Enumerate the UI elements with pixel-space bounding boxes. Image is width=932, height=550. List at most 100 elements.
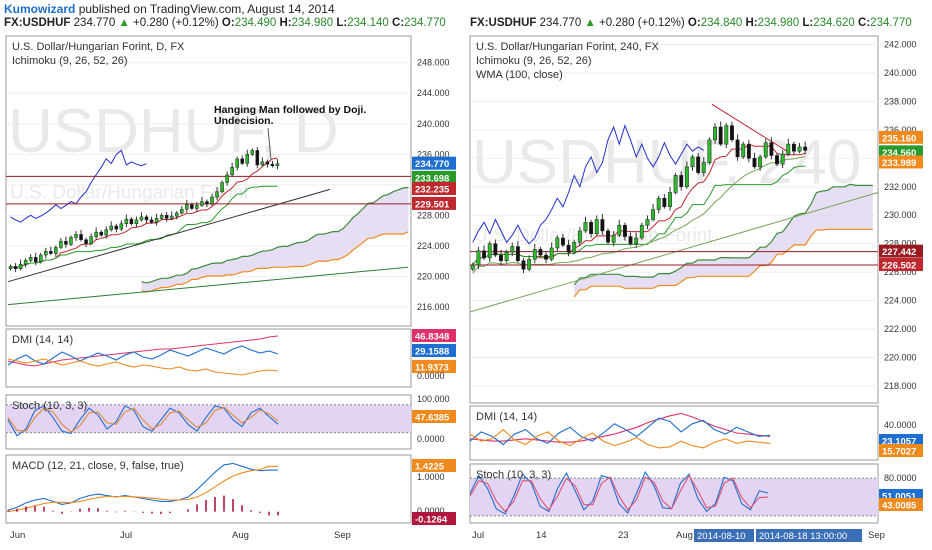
price-tag: 227.442 <box>882 247 916 258</box>
candle-body <box>250 150 255 155</box>
price-tag: 233.989 <box>882 158 916 169</box>
indicator-label: Ichimoku (9, 26, 52, 26) <box>12 55 128 67</box>
candle-body <box>589 222 594 234</box>
candle-body <box>696 156 701 173</box>
candle-body <box>701 162 706 173</box>
candle-body <box>572 242 577 253</box>
candle-body <box>583 222 588 232</box>
indicator-pane-frame <box>469 405 879 461</box>
right-change: +0.280 (+0.12%) <box>599 17 685 29</box>
series-line <box>469 474 769 513</box>
date-tag-bg <box>756 529 862 542</box>
candle-body <box>775 155 779 165</box>
candle-body <box>797 146 802 152</box>
candle-body <box>104 229 108 236</box>
candle-body <box>169 215 174 219</box>
stoch-band <box>470 478 878 516</box>
indicator-tag-bg <box>412 329 456 342</box>
y-tick-label: 228.000 <box>884 239 917 249</box>
chikou-span <box>10 149 147 223</box>
x-tick-label: Jul <box>120 530 132 541</box>
series-line <box>469 470 769 515</box>
price-tag: 226.502 <box>882 261 916 272</box>
indicator-tag: 46.8348 <box>415 332 449 343</box>
candle-body <box>59 241 63 248</box>
price-tag-bg <box>879 130 923 144</box>
indicator-tag-bg <box>412 512 456 525</box>
trend-line <box>7 266 409 306</box>
x-tick-label: 14 <box>536 530 547 541</box>
annotation-arrow <box>267 127 272 161</box>
x-tick-label: Sep <box>334 530 351 541</box>
ichimoku-cloud <box>141 187 409 292</box>
candle-body <box>23 260 28 265</box>
left-symbol-header: FX:USDHUF 234.770 ▲ +0.280 (+0.12%) O:23… <box>4 17 446 29</box>
x-tick-label: Jul <box>472 530 484 541</box>
y-tick-label: 240.000 <box>884 68 917 78</box>
candle-body <box>504 251 509 262</box>
candle-body <box>515 246 520 262</box>
left-low: 234.140 <box>347 17 389 29</box>
candle-body <box>185 204 189 210</box>
candle-body <box>707 139 712 163</box>
candle-body <box>44 250 48 256</box>
y-tick-label: 218.000 <box>884 381 917 391</box>
price-pane-frame <box>469 35 879 404</box>
candle-body <box>600 219 605 232</box>
publish-line: Kumowizard published on TradingView.com,… <box>4 2 335 16</box>
indicator-title: Stoch (10, 3, 3) <box>476 469 551 481</box>
candle-body <box>566 244 571 253</box>
series-line <box>469 428 771 449</box>
y-tick-label: 216.000 <box>417 302 450 312</box>
candle-body <box>470 264 475 270</box>
right-symbol[interactable]: FX:USDHUF <box>470 17 537 29</box>
candle-body <box>195 205 199 209</box>
candle-body <box>8 266 13 270</box>
y-tick-label: 238.000 <box>884 96 917 106</box>
indicator-tick-label: 0.0000 <box>417 506 445 516</box>
x-tick-label: Jun <box>10 530 25 541</box>
y-tick-label: 240.000 <box>417 119 450 129</box>
candle-body <box>606 230 610 243</box>
candle-body <box>645 219 650 226</box>
candle-body <box>651 209 656 220</box>
y-tick-label: 224.000 <box>417 241 450 251</box>
candle-body <box>159 215 164 219</box>
indicator-tag-bg <box>879 444 923 457</box>
left-symbol[interactable]: FX:USDHUF <box>4 17 71 29</box>
candle-body <box>154 218 159 223</box>
candle-body <box>718 126 723 145</box>
y-tick-label: 220.000 <box>417 271 450 281</box>
author-link[interactable]: Kumowizard <box>4 2 76 16</box>
candle-body <box>763 142 768 158</box>
chart-title: U.S. Dollar/Hungarian Forint, 240, FX <box>476 41 659 53</box>
candle-body <box>611 234 616 243</box>
candle-body <box>149 219 154 223</box>
indicator-tag-bg <box>412 344 456 357</box>
chikou-span <box>472 124 705 245</box>
watermark: USDHUF, 240 <box>472 128 861 197</box>
senkou-span-a <box>141 186 409 284</box>
candle-body <box>38 254 43 263</box>
candle-body <box>144 216 149 221</box>
candle-body <box>639 224 644 239</box>
indicator-tag: 15.7027 <box>882 447 916 458</box>
candle-body <box>730 125 734 141</box>
indicator-title: MACD (12, 21, close, 9, false, true) <box>12 460 184 472</box>
candle-body <box>679 175 684 188</box>
candle-body <box>690 156 695 168</box>
price-tag-bg <box>412 170 456 184</box>
indicator-tag: 47.6385 <box>415 413 450 424</box>
date-tag-end: 2014-08-18 13:00:00 <box>759 531 847 542</box>
up-arrow-icon: ▲ <box>118 17 130 29</box>
indicator-label-2: WMA (100, close) <box>476 69 563 81</box>
series-line <box>7 405 279 437</box>
candle-body <box>210 196 214 205</box>
indicator-tick-label: 100.000 <box>417 394 450 404</box>
trend-line <box>7 188 331 283</box>
candle-body <box>752 158 757 168</box>
candle-body <box>746 143 751 159</box>
candle-body <box>74 234 78 238</box>
candle-body <box>255 150 260 166</box>
candle-body <box>769 142 774 156</box>
